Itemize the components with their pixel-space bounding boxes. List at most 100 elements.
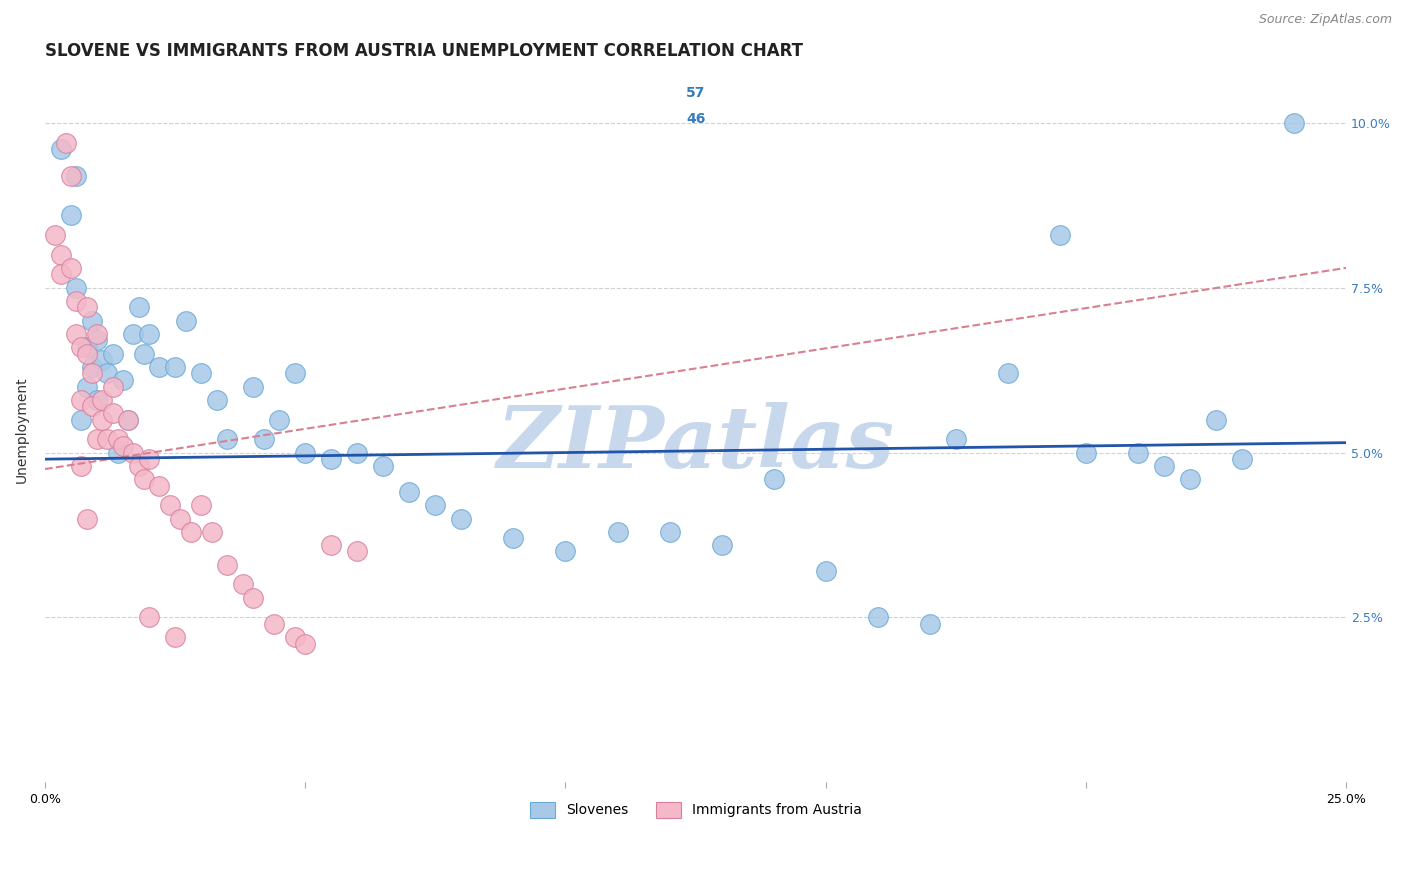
Point	[91, 412, 114, 426]
Point	[55, 136, 77, 150]
Point	[80, 359, 103, 374]
Point	[321, 452, 343, 467]
Point	[658, 524, 681, 539]
Legend: Slovenes, Immigrants from Austria: Slovenes, Immigrants from Austria	[523, 795, 869, 825]
Point	[242, 379, 264, 393]
Y-axis label: Unemployment: Unemployment	[15, 376, 30, 483]
Point	[269, 412, 291, 426]
Point	[44, 227, 66, 242]
Point	[1282, 116, 1305, 130]
Point	[65, 169, 87, 183]
Point	[252, 433, 274, 447]
Point	[200, 524, 222, 539]
Point	[217, 558, 239, 572]
Point	[59, 169, 82, 183]
Point	[101, 406, 124, 420]
Point	[346, 445, 368, 459]
Point	[554, 544, 576, 558]
Point	[321, 538, 343, 552]
Text: Source: ZipAtlas.com: Source: ZipAtlas.com	[1258, 13, 1392, 27]
Point	[284, 367, 307, 381]
Point	[205, 392, 228, 407]
Point	[101, 379, 124, 393]
Point	[70, 458, 93, 473]
Point	[132, 472, 155, 486]
Point	[294, 637, 316, 651]
Point	[165, 359, 187, 374]
Point	[132, 346, 155, 360]
Point	[122, 445, 145, 459]
Point	[76, 346, 98, 360]
Point	[1126, 445, 1149, 459]
Point	[710, 538, 733, 552]
Point	[70, 392, 93, 407]
Point	[1153, 458, 1175, 473]
Text: SLOVENE VS IMMIGRANTS FROM AUSTRIA UNEMPLOYMENT CORRELATION CHART: SLOVENE VS IMMIGRANTS FROM AUSTRIA UNEMP…	[45, 42, 803, 60]
Point	[101, 346, 124, 360]
Point	[148, 478, 170, 492]
Point	[117, 412, 139, 426]
Point	[1074, 445, 1097, 459]
Point	[49, 268, 72, 282]
Point	[80, 313, 103, 327]
Point	[1178, 472, 1201, 486]
Point	[70, 412, 93, 426]
Point	[138, 452, 160, 467]
Point	[1049, 227, 1071, 242]
Point	[59, 208, 82, 222]
Point	[159, 499, 181, 513]
Point	[76, 301, 98, 315]
Text: 57: 57	[686, 87, 706, 100]
Point	[86, 334, 108, 348]
Point	[80, 400, 103, 414]
Point	[128, 458, 150, 473]
Point	[76, 511, 98, 525]
Point	[122, 326, 145, 341]
Point	[232, 577, 254, 591]
Point	[918, 617, 941, 632]
Point	[180, 524, 202, 539]
Point	[190, 499, 212, 513]
Point	[1205, 412, 1227, 426]
Point	[86, 392, 108, 407]
Text: 46: 46	[686, 112, 706, 126]
Point	[502, 531, 524, 545]
Point	[169, 511, 191, 525]
Point	[112, 439, 135, 453]
Point	[373, 458, 395, 473]
Point	[997, 367, 1019, 381]
Point	[65, 280, 87, 294]
Point	[294, 445, 316, 459]
Point	[1230, 452, 1253, 467]
Point	[148, 359, 170, 374]
Point	[606, 524, 628, 539]
Point	[138, 610, 160, 624]
Point	[814, 564, 837, 578]
Point	[91, 353, 114, 368]
Point	[96, 367, 118, 381]
Point	[762, 472, 785, 486]
Point	[65, 326, 87, 341]
Point	[76, 379, 98, 393]
Point	[80, 367, 103, 381]
Point	[263, 617, 285, 632]
Point	[117, 412, 139, 426]
Point	[107, 445, 129, 459]
Point	[866, 610, 889, 624]
Point	[128, 301, 150, 315]
Point	[107, 433, 129, 447]
Point	[70, 340, 93, 354]
Point	[174, 313, 197, 327]
Point	[217, 433, 239, 447]
Point	[49, 248, 72, 262]
Point	[65, 293, 87, 308]
Point	[190, 367, 212, 381]
Point	[165, 630, 187, 644]
Point	[59, 260, 82, 275]
Point	[425, 499, 447, 513]
Point	[112, 373, 135, 387]
Point	[86, 433, 108, 447]
Point	[284, 630, 307, 644]
Point	[138, 326, 160, 341]
Point	[76, 340, 98, 354]
